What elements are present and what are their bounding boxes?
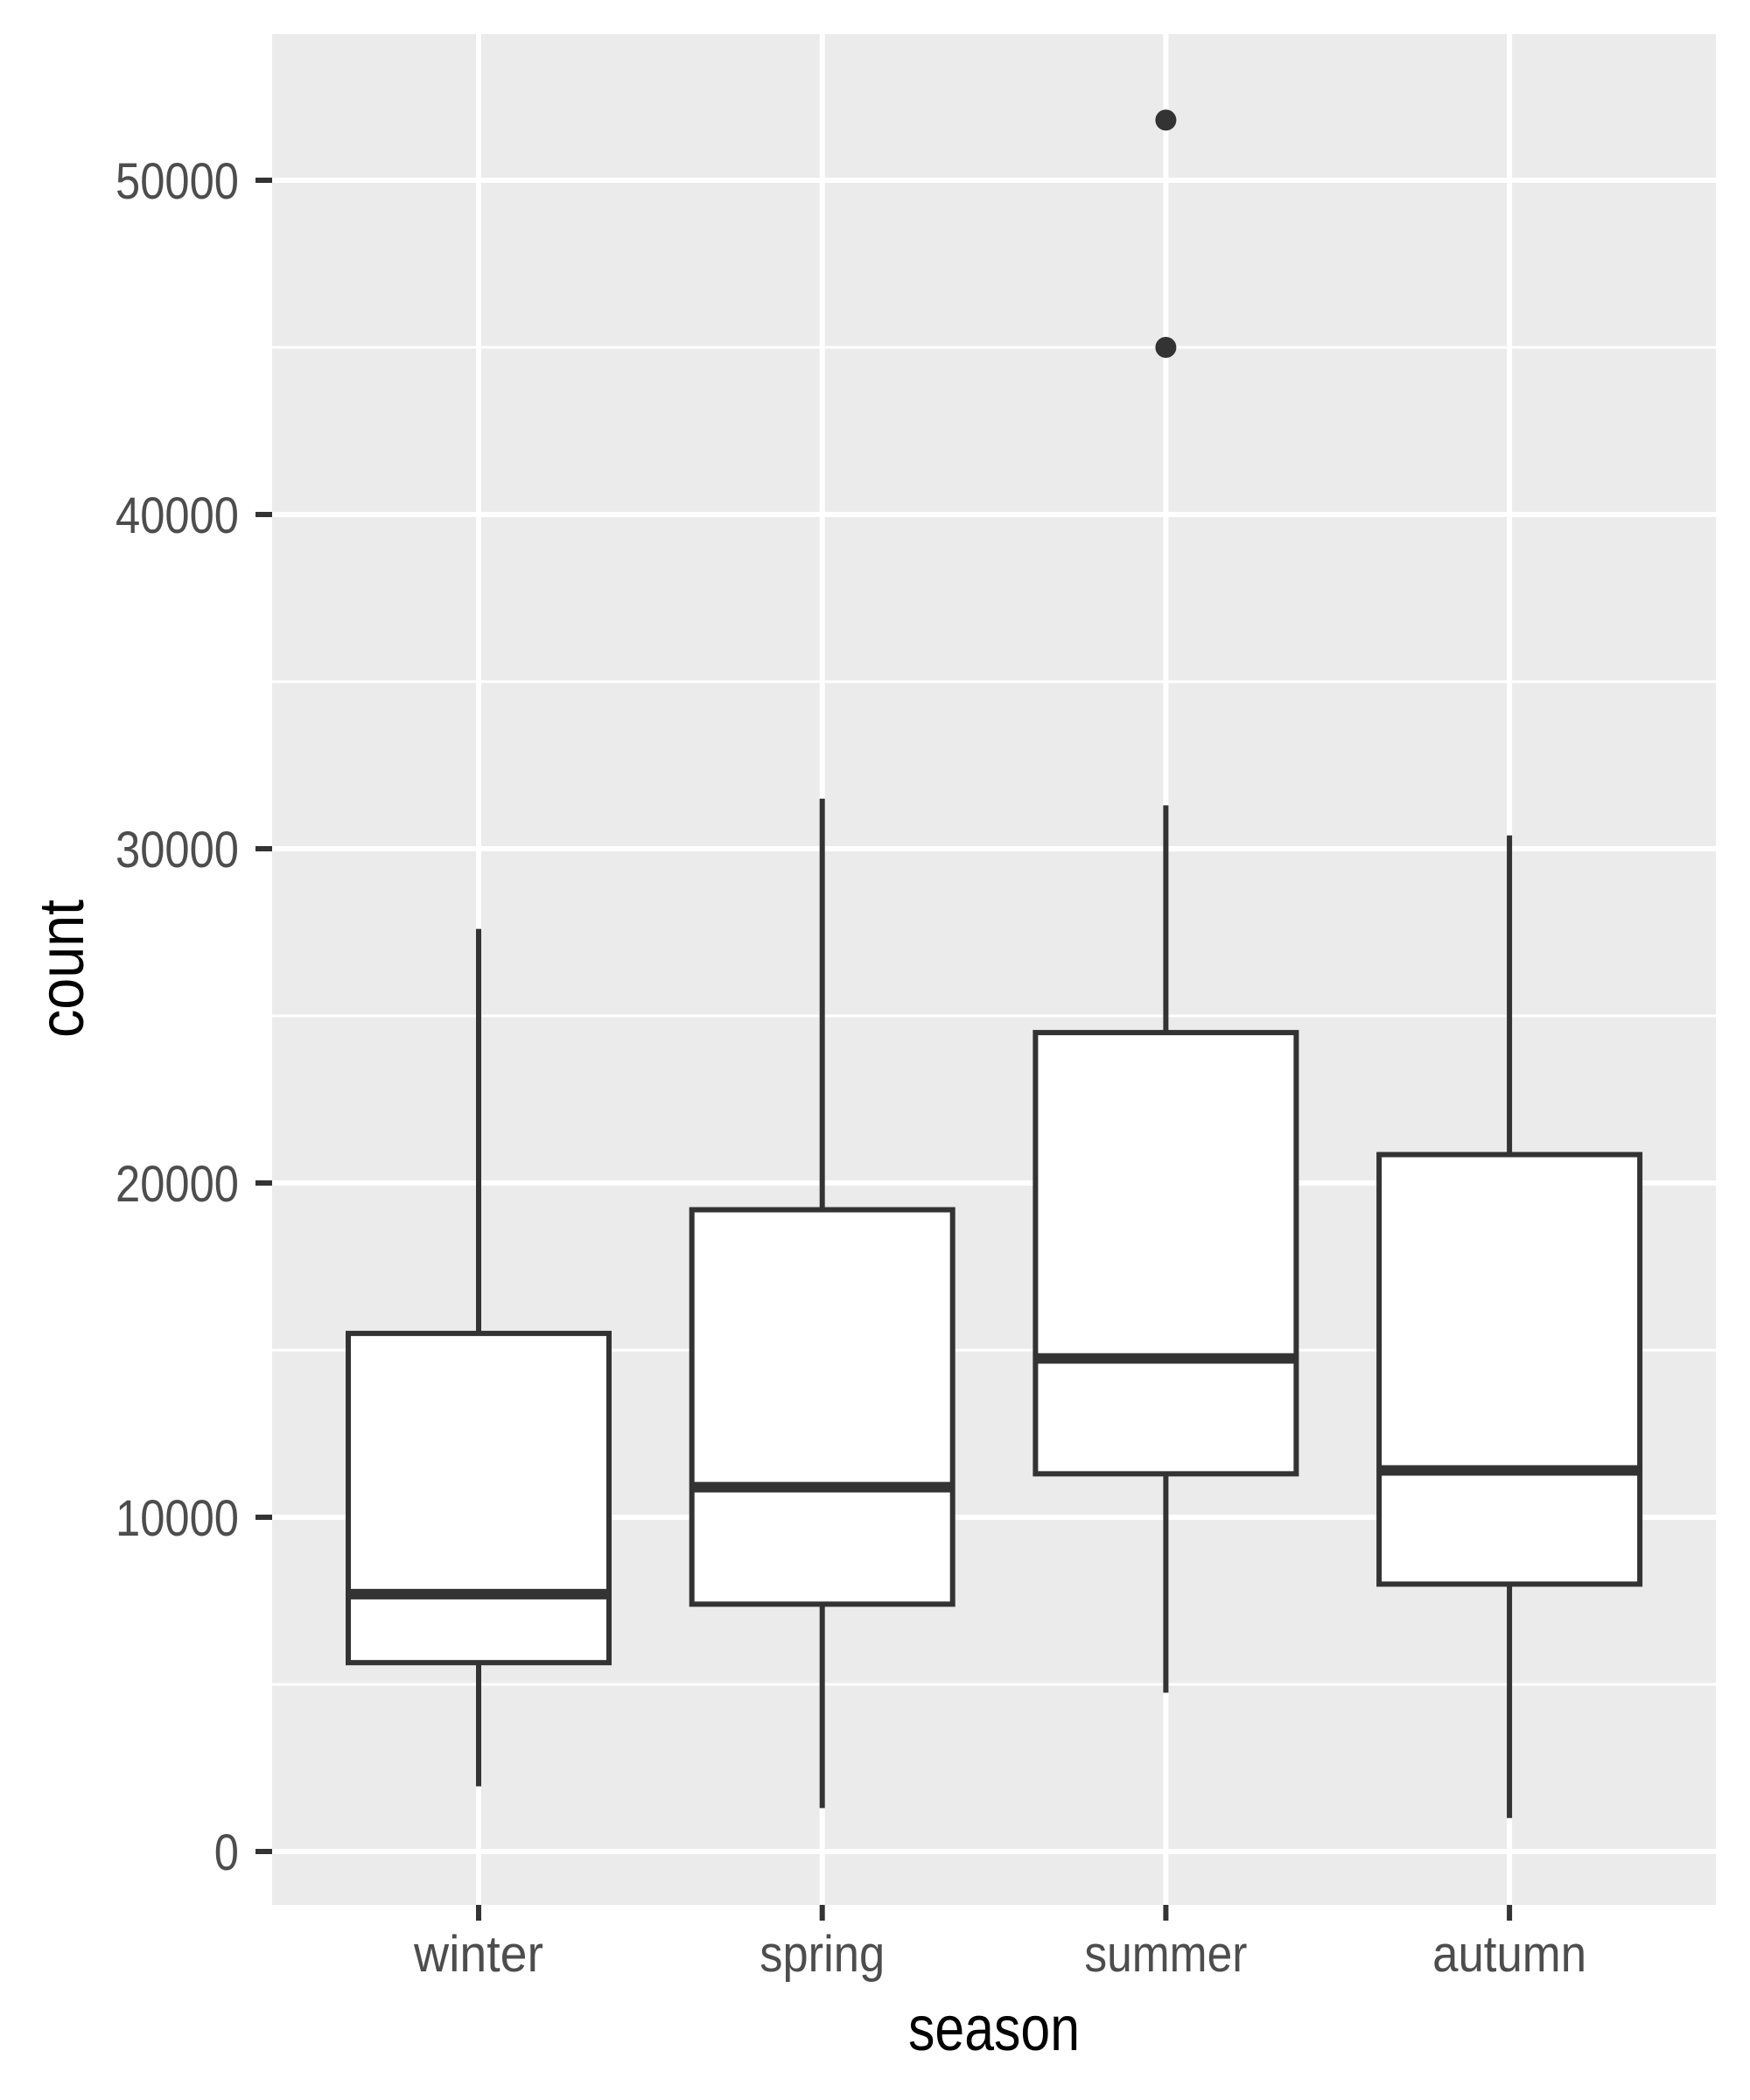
iqr-box [346,1330,612,1666]
iqr-box [1376,1152,1643,1587]
x-axis: winter spring summer autumn [413,1905,1586,1983]
x-axis-title: season [908,1994,1080,2064]
iqr-box [1032,1030,1299,1477]
iqr-box [689,1207,956,1607]
x-tick-label: summer [1084,1926,1247,1983]
box-autumn [1376,835,1643,1818]
box-series [346,109,1643,1818]
y-tick-label: 0 [214,1824,239,1881]
x-tick-label: spring [760,1926,885,1983]
y-tick-label: 40000 [116,487,239,544]
box-winter [346,928,612,1787]
outlier-point [1155,337,1177,358]
x-tick-label: autumn [1432,1926,1586,1983]
y-tick-label: 50000 [116,153,239,210]
y-tick-label: 10000 [116,1490,239,1547]
box-summer [1032,109,1299,1693]
y-axis-title: count [27,900,97,1038]
outlier-point [1155,109,1177,131]
y-axis: 0 10000 20000 30000 40000 50000 [116,153,272,1881]
box-spring [689,798,956,1809]
y-tick-label: 30000 [116,822,239,878]
y-tick-label: 20000 [116,1156,239,1213]
x-tick-label: winter [413,1926,543,1983]
